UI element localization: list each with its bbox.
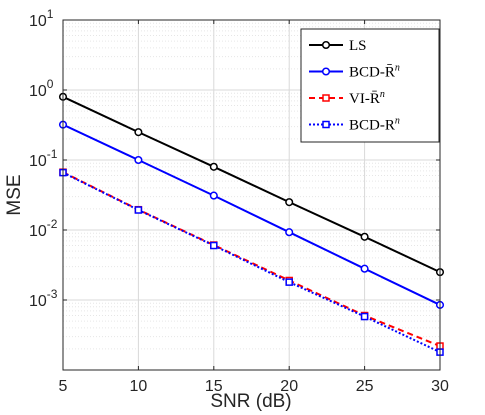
x-axis-ticks: 5 10 15 20 25 30: [59, 20, 449, 395]
data-point: [285, 278, 293, 286]
series-line-1: [62, 123, 441, 306]
y-axis-title: MSE: [4, 174, 25, 215]
y-tick-label: 101: [29, 7, 54, 30]
y-tick-label: 10-2: [29, 217, 58, 240]
legend-marker: [322, 120, 330, 129]
x-tick-label: 10: [130, 378, 148, 395]
x-tick-label: 30: [431, 378, 449, 395]
data-point: [209, 191, 218, 200]
plot-frame: [62, 19, 441, 371]
data-point: [285, 228, 294, 237]
y-tick-label: 10-3: [29, 287, 58, 310]
legend-label: BCD-Rn: [349, 116, 400, 134]
series-line-3: [62, 171, 441, 354]
data-point: [360, 232, 369, 241]
legend-marker: [321, 40, 331, 50]
data-point: [210, 241, 218, 250]
legend-label: BCD-R̄n: [349, 63, 400, 81]
y-tick-label: 100: [29, 77, 54, 100]
legend-label: LS: [349, 38, 367, 54]
x-axis-title: SNR (dB): [210, 391, 291, 412]
x-tick-label: 20: [280, 378, 298, 395]
legend-marker: [322, 94, 330, 102]
y-tick-label: 10-1: [29, 147, 58, 170]
data-point: [360, 312, 369, 321]
data-point: [134, 155, 143, 165]
x-tick-label: 25: [356, 378, 374, 395]
legend-marker: [321, 67, 331, 76]
legend: LS BCD-R̄n VI-R̄n BCD-Rn: [300, 28, 440, 143]
data-point: [360, 264, 369, 273]
data-point: [209, 162, 218, 171]
y-axis-ticks: 101 100 10-1 10-2 10-3: [29, 7, 440, 310]
x-tick-label: 15: [205, 378, 223, 395]
data-point: [285, 198, 294, 207]
data-point: [134, 128, 143, 137]
series-line-0: [62, 95, 441, 274]
x-tick-label: 5: [59, 378, 68, 395]
data-point: [134, 206, 143, 214]
legend-label: VI-R̄n: [349, 89, 385, 107]
